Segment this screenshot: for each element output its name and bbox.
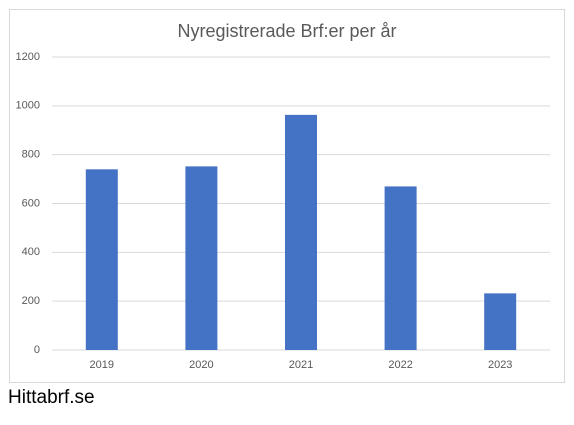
x-tick-label: 2020 [189,359,213,371]
y-tick-label: 600 [22,197,40,209]
bar [384,186,417,350]
bar [185,166,218,350]
bar [85,169,118,350]
chart-title: Nyregistrerade Brf:er per år [177,21,396,41]
y-tick-label: 400 [22,246,40,258]
y-tick-label: 1000 [16,100,40,112]
y-tick-label: 200 [22,295,40,307]
y-tick-label: 800 [22,149,40,161]
y-tick-label: 0 [34,344,40,356]
x-tick-label: 2021 [289,359,313,371]
footer: Hittabrf.se [8,387,95,408]
bar [285,114,317,351]
x-tick-label: 2023 [488,359,512,371]
x-tick-label: 2019 [90,359,114,371]
bar [484,293,517,350]
x-tick-label: 2022 [388,359,412,371]
y-tick-label: 1200 [16,51,40,63]
